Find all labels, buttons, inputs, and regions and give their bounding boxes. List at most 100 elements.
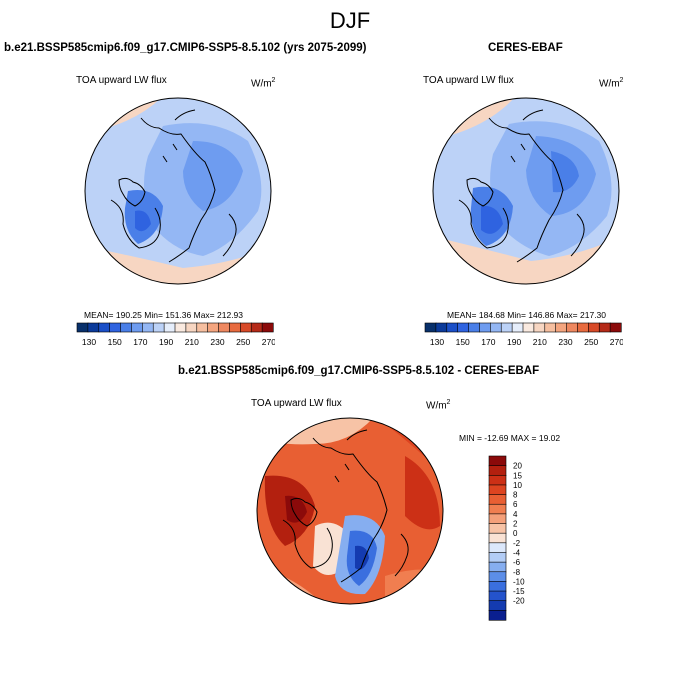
diff-colorbar-bin: [488, 571, 507, 583]
obs-colorbar-bin: [500, 322, 513, 333]
model-colorbar-bin: [207, 322, 220, 333]
diff-colorbar-tick: -2: [513, 539, 521, 548]
diff-colorbar-bin: [488, 503, 507, 515]
obs-colorbar-tick: 250: [584, 337, 598, 347]
model-colorbar-bin: [152, 322, 165, 333]
obs-colorbar-bin: [435, 322, 448, 333]
diff-colorbar-bin: [488, 542, 507, 554]
diff-colorbar-bin: [488, 600, 507, 611]
obs-colorbar-bin: [522, 322, 535, 333]
model-colorbar-tick: 210: [185, 337, 199, 347]
model-colorbar-bin: [196, 322, 209, 333]
obs-colorbar-bin: [457, 322, 470, 333]
diff-colorbar-tick: 2: [513, 520, 518, 529]
obs-colorbar-bin: [424, 322, 437, 333]
model-colorbar-tick: 150: [108, 337, 122, 347]
diff-colorbar-bin: [488, 581, 507, 592]
diff-colorbar-tick: 20: [513, 462, 522, 471]
model-colorbar-bin: [76, 322, 89, 333]
obs-colorbar-bin: [588, 322, 600, 333]
diff-colorbar-bin: [488, 610, 507, 621]
diff-colorbar-bin: [488, 455, 507, 467]
model-colorbar-bin: [174, 322, 187, 333]
obs-stats: MEAN= 184.68 Min= 146.86 Max= 217.30: [447, 310, 607, 320]
diff-colorbar-bin: [488, 561, 507, 573]
obs-colorbar-bin: [609, 322, 622, 333]
model-colorbar-bin: [142, 322, 154, 333]
model-colorbar-tick: 250: [236, 337, 250, 347]
obs-colorbar-tick: 190: [507, 337, 521, 347]
season-title: DJF: [329, 8, 371, 33]
diff-colorbar-bin: [488, 474, 507, 486]
obs-colorbar-bin: [577, 322, 589, 333]
diff-colorbar-bin: [488, 552, 507, 563]
obs-colorbar-bin: [566, 322, 579, 333]
diff-panel-title: b.e21.BSSP585cmip6.f09_g17.CMIP6-SSP5-8.…: [178, 365, 540, 377]
model-colorbar-bin: [98, 322, 111, 333]
obs-colorbar-bin: [479, 322, 491, 333]
obs-colorbar-bin: [446, 322, 459, 333]
model-colorbar-bin: [229, 322, 241, 333]
diff-colorbar-bin: [488, 532, 507, 544]
diff-polar-map: [256, 417, 444, 605]
model-colorbar-bin: [87, 322, 100, 333]
obs-colorbar-tick: 130: [430, 337, 444, 347]
diff-colorbar-bin: [488, 523, 507, 534]
model-colorbar-bin: [163, 322, 176, 333]
model-variable-label: TOA upward LW flux: [76, 75, 167, 86]
obs-colorbar-bin: [490, 322, 502, 333]
obs-colorbar-bin: [544, 322, 557, 333]
diff-colorbar-tick: 6: [513, 500, 518, 509]
model-polar-map: [84, 97, 272, 285]
obs-colorbar-tick: 170: [481, 337, 495, 347]
obs-units-label: W/m2: [599, 77, 624, 90]
diff-stats: MIN = -12.69 MAX = 19.02: [459, 433, 561, 443]
diff-colorbar-tick: 8: [513, 491, 518, 500]
diff-colorbar-tick: 0: [513, 529, 518, 538]
diff-colorbar-bin: [488, 590, 507, 602]
diff-colorbar-tick: 10: [513, 481, 522, 490]
obs-colorbar: 130 150 170 190 210 230 250 270: [424, 322, 623, 347]
obs-colorbar-bin: [511, 322, 524, 333]
diff-colorbar-tick: -6: [513, 558, 521, 567]
model-colorbar-bin: [109, 322, 122, 333]
model-colorbar-bin: [120, 322, 133, 333]
model-colorbar-bin: [261, 322, 274, 333]
model-colorbar-tick: 130: [82, 337, 96, 347]
model-colorbar-tick: 190: [159, 337, 173, 347]
obs-colorbar-bin: [598, 322, 611, 333]
obs-colorbar-tick: 270: [610, 337, 623, 347]
model-colorbar-tick: 230: [210, 337, 224, 347]
diff-colorbar-tick: 4: [513, 510, 518, 519]
model-colorbar-bin: [131, 322, 143, 333]
model-units-label: W/m2: [251, 77, 276, 90]
diff-colorbar-tick: -15: [513, 587, 525, 596]
diff-colorbar-tick: 15: [513, 471, 522, 480]
model-colorbar-tick: 270: [262, 337, 275, 347]
obs-polar-map: [432, 97, 620, 285]
model-colorbar-bin: [240, 322, 252, 333]
obs-panel-title: CERES-EBAF: [488, 42, 563, 54]
diff-colorbar-bin: [488, 465, 507, 476]
obs-colorbar-bin: [468, 322, 481, 333]
model-colorbar-bin: [250, 322, 263, 333]
diff-colorbar-tick: -4: [513, 548, 521, 557]
diff-colorbar-tick: -20: [513, 597, 525, 606]
obs-colorbar-bin: [555, 322, 568, 333]
diff-colorbar-bin: [488, 513, 507, 525]
model-colorbar: 130 150 170 190 210 230 250 270: [76, 322, 275, 347]
model-colorbar-bin: [218, 322, 231, 333]
obs-colorbar-tick: 230: [558, 337, 572, 347]
obs-colorbar-bin: [533, 322, 546, 333]
model-stats: MEAN= 190.25 Min= 151.36 Max= 212.93: [84, 310, 244, 320]
model-colorbar-tick: 170: [133, 337, 147, 347]
diff-units-label: W/m2: [426, 399, 451, 412]
model-panel-title: b.e21.BSSP585cmip6.f09_g17.CMIP6-SSP5-8.…: [4, 42, 367, 54]
obs-colorbar-tick: 210: [533, 337, 547, 347]
diff-colorbar-tick: -8: [513, 568, 521, 577]
diff-variable-label: TOA upward LW flux: [251, 398, 342, 409]
diff-colorbar-tick: -10: [513, 577, 525, 586]
diff-colorbar-bin: [488, 494, 507, 505]
model-colorbar-bin: [185, 322, 198, 333]
